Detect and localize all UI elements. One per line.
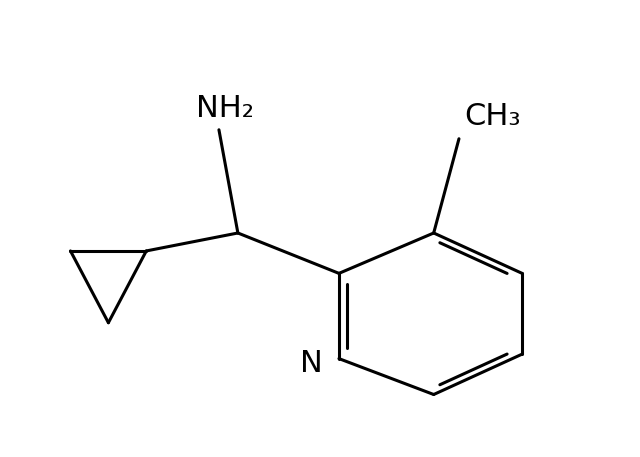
Text: CH₃: CH₃ [464,102,520,131]
Text: N: N [300,349,323,377]
Text: NH₂: NH₂ [196,94,254,123]
